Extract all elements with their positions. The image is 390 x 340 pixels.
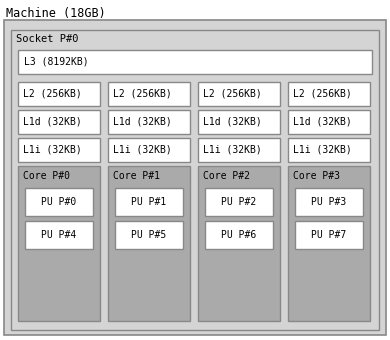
Bar	[295, 188, 363, 216]
Text: PU P#3: PU P#3	[311, 197, 347, 207]
Bar	[198, 82, 280, 106]
Text: L2 (256KB): L2 (256KB)	[203, 89, 262, 99]
Bar	[115, 188, 183, 216]
Bar	[288, 166, 370, 321]
Bar	[205, 188, 273, 216]
Bar	[108, 138, 190, 162]
Text: L1i (32KB): L1i (32KB)	[23, 145, 82, 155]
Text: L3 (8192KB): L3 (8192KB)	[24, 57, 89, 67]
Text: PU P#7: PU P#7	[311, 230, 347, 240]
Text: L1i (32KB): L1i (32KB)	[113, 145, 172, 155]
Bar	[288, 110, 370, 134]
Bar	[18, 166, 100, 321]
Bar	[108, 166, 190, 321]
Text: Core P#2: Core P#2	[203, 171, 250, 181]
Text: Core P#0: Core P#0	[23, 171, 70, 181]
Text: PU P#2: PU P#2	[222, 197, 257, 207]
Text: PU P#1: PU P#1	[131, 197, 167, 207]
Bar	[288, 82, 370, 106]
Bar	[11, 30, 379, 330]
Bar	[18, 110, 100, 134]
Bar	[18, 82, 100, 106]
Text: L2 (256KB): L2 (256KB)	[23, 89, 82, 99]
Bar	[25, 221, 93, 249]
Text: L1i (32KB): L1i (32KB)	[203, 145, 262, 155]
Text: Core P#3: Core P#3	[293, 171, 340, 181]
Text: L2 (256KB): L2 (256KB)	[293, 89, 352, 99]
Bar	[198, 166, 280, 321]
Text: PU P#0: PU P#0	[41, 197, 76, 207]
Bar	[108, 82, 190, 106]
Text: Core P#1: Core P#1	[113, 171, 160, 181]
Text: Machine (18GB): Machine (18GB)	[6, 7, 106, 20]
Bar	[198, 110, 280, 134]
Bar	[288, 138, 370, 162]
Bar	[198, 138, 280, 162]
Text: L1d (32KB): L1d (32KB)	[23, 117, 82, 127]
Bar	[295, 221, 363, 249]
Text: L1i (32KB): L1i (32KB)	[293, 145, 352, 155]
Text: L1d (32KB): L1d (32KB)	[113, 117, 172, 127]
Text: L2 (256KB): L2 (256KB)	[113, 89, 172, 99]
Text: L1d (32KB): L1d (32KB)	[203, 117, 262, 127]
Text: PU P#5: PU P#5	[131, 230, 167, 240]
Bar	[25, 188, 93, 216]
Bar	[205, 221, 273, 249]
Bar	[115, 221, 183, 249]
Bar	[18, 50, 372, 74]
Bar	[18, 138, 100, 162]
Text: PU P#6: PU P#6	[222, 230, 257, 240]
Text: PU P#4: PU P#4	[41, 230, 76, 240]
Text: L1d (32KB): L1d (32KB)	[293, 117, 352, 127]
Bar	[108, 110, 190, 134]
Text: Socket P#0: Socket P#0	[16, 34, 78, 44]
